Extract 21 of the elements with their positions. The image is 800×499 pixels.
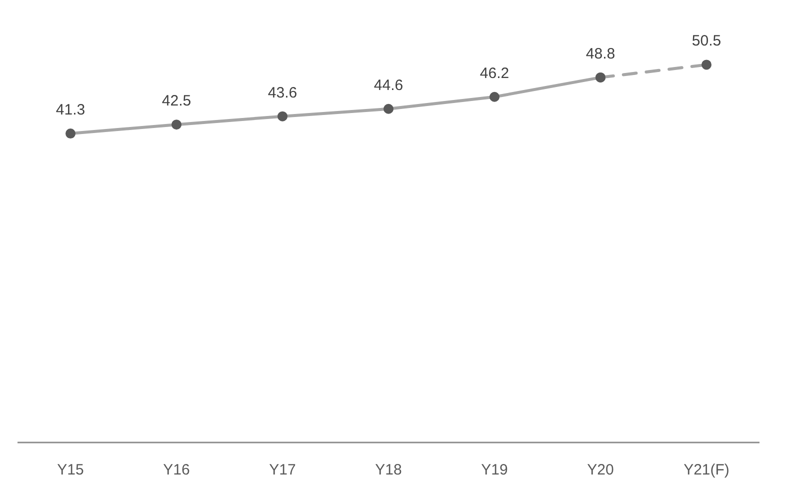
data-label: 42.5	[162, 92, 192, 110]
point	[490, 92, 500, 102]
data-label: 41.3	[56, 102, 86, 119]
x-tick-label: Y16	[163, 462, 190, 478]
data-label: 50.5	[692, 32, 722, 50]
point	[702, 60, 712, 70]
data-label: 46.2	[480, 64, 510, 82]
data-label: 44.6	[374, 76, 404, 94]
x-tick-label: Y15	[57, 462, 84, 478]
data-label: 48.8	[586, 45, 616, 62]
point	[278, 111, 288, 122]
x-tick-label: Y17	[269, 462, 296, 478]
point	[384, 104, 394, 114]
point	[66, 128, 76, 139]
x-tick-label: Y20	[587, 462, 614, 478]
data-label: 43.6	[268, 84, 298, 102]
x-tick-label: Y18	[375, 462, 402, 478]
point	[172, 120, 182, 130]
point	[596, 72, 606, 82]
x-tick-label: Y19	[481, 462, 508, 478]
x-tick-label: Y21(F)	[684, 462, 730, 478]
